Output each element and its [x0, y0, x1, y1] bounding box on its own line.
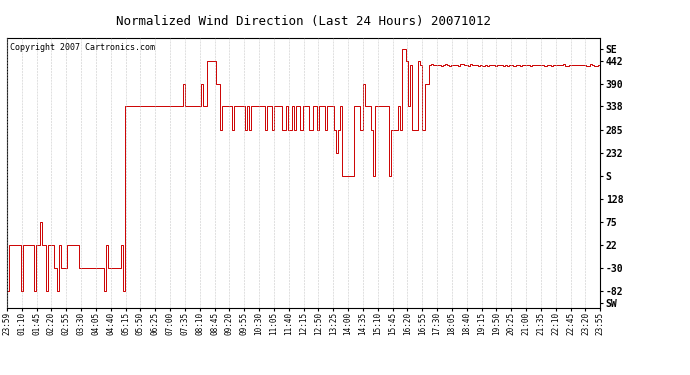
Text: Normalized Wind Direction (Last 24 Hours) 20071012: Normalized Wind Direction (Last 24 Hours…: [116, 15, 491, 28]
Text: Copyright 2007 Cartronics.com: Copyright 2007 Cartronics.com: [10, 43, 155, 52]
